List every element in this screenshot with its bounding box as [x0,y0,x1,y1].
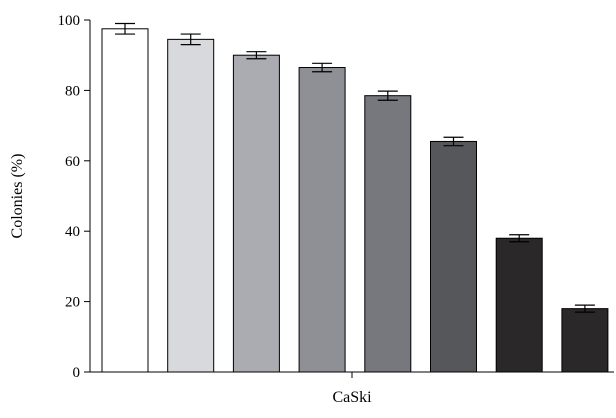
error-bar-6 [443,136,464,147]
error-bar-3 [246,51,267,60]
y-tick-label: 20 [65,295,80,311]
error-bar-7 [509,234,530,243]
error-bar-8 [574,304,595,313]
error-bar-4 [312,62,333,73]
x-axis-title: CaSki [332,389,372,406]
axes-layer [89,20,614,378]
y-tick-label: 80 [65,83,80,99]
bar-8 [561,308,609,373]
error-bars-layer [115,22,595,313]
y-tick-label: 40 [65,224,80,240]
error-bar-1 [115,22,135,35]
y-tick-label: 60 [65,154,80,170]
y-ticks-layer: 0 20 40 60 80 100 [58,13,90,381]
bar-5 [364,95,412,373]
bar-2 [167,38,215,373]
bar-7 [495,237,543,373]
bar-6 [430,140,477,373]
bar-3 [232,54,280,373]
error-bar-2 [180,33,201,46]
y-tick-label: 0 [73,365,81,381]
y-axis-title: Colonies (%) [9,154,26,239]
bar-1 [101,28,149,373]
bar-4 [298,67,346,373]
bars-layer [101,28,609,373]
error-bar-5 [377,90,398,101]
y-tick-label: 100 [58,13,81,29]
